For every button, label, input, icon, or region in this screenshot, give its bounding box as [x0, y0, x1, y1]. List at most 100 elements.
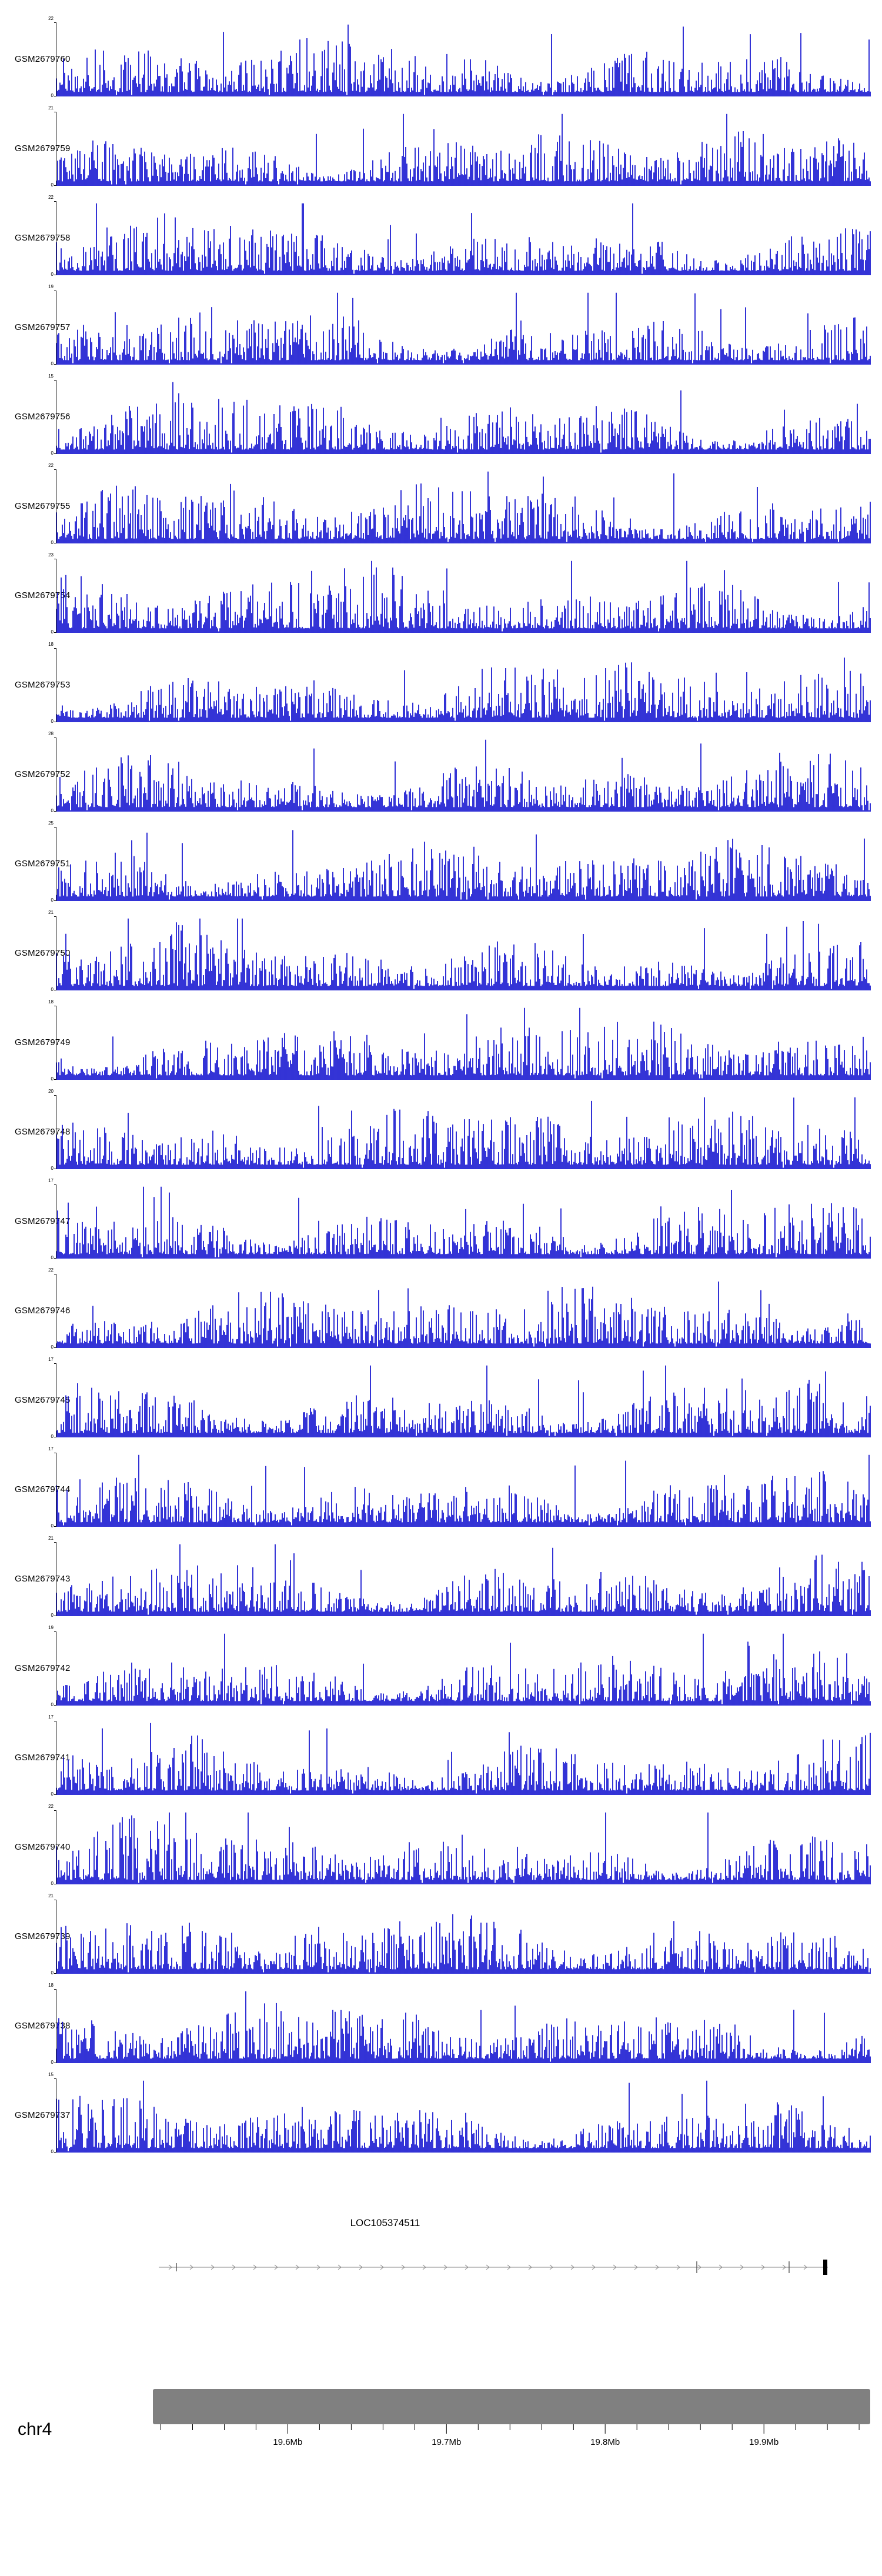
coverage-plot: 17 0	[48, 1447, 871, 1529]
coverage-plot: 21 0	[48, 910, 871, 992]
coverage-track: GSM2679741 17 0	[0, 1715, 882, 1804]
y-axis-max-label: 21	[48, 105, 54, 111]
direction-arrow-icon	[274, 2264, 278, 2270]
coverage-track: GSM2679742 19 0	[0, 1626, 882, 1715]
y-axis-zero-label: 0	[51, 361, 54, 366]
y-axis-max-label: 21	[48, 1893, 54, 1898]
coverage-plot: 22 0	[48, 1268, 871, 1350]
coverage-signal	[56, 1723, 871, 1795]
coverage-area	[56, 382, 871, 454]
y-axis-max-label: 25	[48, 820, 54, 826]
coverage-signal	[56, 382, 871, 454]
direction-arrow-icon	[613, 2264, 617, 2270]
coverage-signal	[56, 560, 871, 633]
coverage-track: GSM2679758 22 0	[0, 195, 882, 285]
y-axis-zero-label: 0	[51, 2060, 54, 2065]
direction-arrow-icon	[401, 2264, 405, 2270]
coverage-signal	[56, 1365, 871, 1437]
coverage-track: GSM2679749 18 0	[0, 1000, 882, 1089]
y-axis-zero-label: 0	[51, 808, 54, 813]
coverage-signal	[56, 1812, 871, 1884]
axis-tick-label: 19.7Mb	[432, 2437, 462, 2447]
y-axis-zero-label: 0	[51, 1791, 54, 1797]
coverage-plot: 15 0	[48, 2073, 871, 2154]
y-axis-zero-label: 0	[51, 629, 54, 635]
direction-arrow-icon	[380, 2264, 384, 2270]
coverage-area	[56, 471, 871, 543]
direction-arrow-icon	[740, 2264, 744, 2270]
axis-tick-label: 19.9Mb	[749, 2437, 779, 2447]
coverage-area	[56, 1914, 871, 1974]
direction-arrow-icon	[189, 2264, 193, 2270]
y-axis-zero-label: 0	[51, 987, 54, 992]
coverage-plot: 18 0	[48, 1000, 871, 1082]
y-axis-zero-label: 0	[51, 1523, 54, 1529]
coverage-signal	[56, 1991, 871, 2063]
y-axis-zero-label: 0	[51, 182, 54, 188]
coverage-plot: 18 0	[48, 642, 871, 724]
direction-arrow-icon	[719, 2264, 723, 2270]
direction-arrow-icon	[465, 2264, 469, 2270]
direction-arrow-icon	[295, 2264, 299, 2270]
y-axis-max-label: 22	[48, 463, 54, 468]
direction-arrow-icon	[486, 2264, 490, 2270]
y-axis-zero-label: 0	[51, 1613, 54, 1618]
chromosome-label: chr4	[18, 2420, 52, 2439]
coverage-area	[56, 203, 871, 275]
coverage-track: GSM2679748 20 0	[0, 1089, 882, 1179]
coverage-track: GSM2679746 22 0	[0, 1268, 882, 1357]
y-axis-max-label: 22	[48, 1804, 54, 1809]
coverage-signal	[56, 292, 871, 365]
terminal-exon-block	[823, 2260, 827, 2275]
y-axis-zero-label: 0	[51, 1434, 54, 1439]
y-axis-max-label: 19	[48, 1625, 54, 1630]
coverage-plot: 22 0	[48, 463, 871, 545]
y-axis-max-label: 22	[48, 195, 54, 200]
coverage-plot: 21 0	[48, 1894, 871, 1976]
coverage-area	[56, 1282, 871, 1348]
coverage-area	[56, 918, 871, 990]
coverage-area	[56, 24, 871, 96]
direction-arrow-icon	[359, 2264, 363, 2270]
coverage-area	[56, 1454, 871, 1527]
y-axis-zero-label: 0	[51, 1166, 54, 1171]
gene-exon-marks	[176, 2261, 790, 2273]
coverage-signal	[56, 1633, 871, 1706]
coverage-area	[56, 1365, 871, 1437]
coverage-plot: 20 0	[48, 1089, 871, 1171]
coverage-area	[56, 1991, 871, 2063]
direction-arrow-icon	[253, 2264, 257, 2270]
coverage-plot: 19 0	[48, 285, 871, 366]
y-axis-zero-label: 0	[51, 1255, 54, 1260]
y-axis-max-label: 18	[48, 642, 54, 647]
y-axis-max-label: 17	[48, 1446, 54, 1451]
coverage-track: GSM2679743 21 0	[0, 1536, 882, 1626]
coverage-signal	[56, 1186, 871, 1259]
y-axis-zero-label: 0	[51, 1881, 54, 1886]
coverage-signal	[56, 114, 871, 186]
direction-arrow-icon	[211, 2264, 215, 2270]
y-axis-max-label: 19	[48, 284, 54, 289]
coverage-signal	[56, 1282, 871, 1348]
coverage-area	[56, 1097, 871, 1169]
direction-arrow-icon	[592, 2264, 596, 2270]
coverage-area	[56, 1007, 871, 1080]
direction-arrow-icon	[761, 2264, 765, 2270]
coverage-plot: 15 0	[48, 374, 871, 456]
y-axis-max-label: 28	[48, 731, 54, 736]
coverage-signal	[56, 24, 871, 96]
coverage-area	[56, 1812, 871, 1884]
direction-arrow-icon	[676, 2264, 680, 2270]
direction-arrow-icon	[655, 2264, 659, 2270]
coverage-area	[56, 560, 871, 633]
coverage-signal	[56, 203, 871, 275]
coverage-area	[56, 114, 871, 186]
coverage-track: GSM2679744 17 0	[0, 1447, 882, 1536]
coverage-signal	[56, 1454, 871, 1527]
coverage-track: GSM2679747 17 0	[0, 1179, 882, 1268]
coverage-plot: 21 0	[48, 1536, 871, 1618]
direction-arrow-icon	[316, 2264, 320, 2270]
y-axis-max-label: 20	[48, 1089, 54, 1094]
coverage-plot: 17 0	[48, 1357, 871, 1439]
direction-arrow-icon	[338, 2264, 342, 2270]
